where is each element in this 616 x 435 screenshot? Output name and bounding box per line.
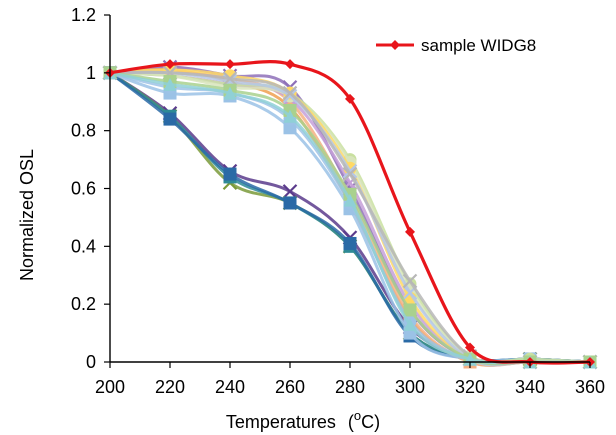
y-axis-title: Normalized OSL bbox=[17, 149, 37, 281]
series-line bbox=[109, 71, 591, 364]
series-line bbox=[109, 71, 591, 366]
series bbox=[102, 65, 598, 370]
series bbox=[102, 65, 598, 370]
x-tick-label: 240 bbox=[215, 377, 245, 397]
y-tick-label: 1 bbox=[86, 63, 96, 83]
data-point bbox=[223, 167, 237, 181]
y-tick-label: 1.2 bbox=[71, 5, 96, 25]
series-line bbox=[109, 71, 591, 365]
y-tick-label: 0.4 bbox=[71, 236, 96, 256]
x-axis-title-unit-open: ( bbox=[348, 412, 354, 432]
x-axis-title: Temperatures (oC) bbox=[226, 408, 380, 432]
data-point bbox=[402, 273, 418, 289]
data-point bbox=[283, 196, 297, 210]
data-point bbox=[405, 226, 415, 237]
series-line bbox=[109, 68, 591, 367]
series bbox=[103, 66, 597, 369]
data-point bbox=[343, 193, 357, 207]
data-point bbox=[345, 93, 355, 104]
x-tick-label: 280 bbox=[335, 377, 365, 397]
series bbox=[103, 66, 597, 369]
y-tick-label: 0 bbox=[86, 352, 96, 372]
x-axis-title-unit-close: C) bbox=[361, 412, 380, 432]
ticks-layer: 200 220 240 260 280 300 320 340 360 0 0.2 0.4 0.6 0.8… bbox=[71, 5, 605, 397]
x-tick-label: 220 bbox=[155, 377, 185, 397]
series bbox=[103, 66, 597, 369]
series-line bbox=[109, 70, 590, 367]
x-tick-label: 320 bbox=[455, 377, 485, 397]
series-line bbox=[109, 70, 591, 366]
data-point bbox=[222, 71, 238, 86]
x-tick-label: 260 bbox=[275, 377, 305, 397]
data-point bbox=[163, 77, 177, 91]
series-line bbox=[109, 71, 591, 364]
data-point bbox=[282, 184, 298, 199]
data-point bbox=[283, 109, 297, 123]
series-line bbox=[109, 70, 591, 367]
x-tick-label: 300 bbox=[395, 377, 425, 397]
series bbox=[103, 63, 597, 369]
series bbox=[103, 66, 597, 369]
data-point bbox=[285, 59, 295, 70]
series-line bbox=[109, 71, 591, 364]
data-point bbox=[465, 342, 475, 353]
data-point bbox=[342, 166, 358, 182]
series bbox=[103, 63, 597, 369]
series bbox=[103, 66, 597, 369]
data-point bbox=[403, 303, 417, 317]
data-point bbox=[343, 236, 357, 250]
data-point bbox=[223, 86, 237, 100]
series-line bbox=[109, 71, 591, 365]
legend-marker-diamond bbox=[390, 40, 400, 50]
x-axis-title-unit-sup: o bbox=[354, 408, 361, 423]
series bbox=[103, 66, 597, 369]
series bbox=[102, 65, 598, 370]
series bbox=[102, 65, 598, 370]
series-line bbox=[109, 71, 591, 364]
series-line bbox=[109, 71, 591, 366]
legend-label: sample WIDG8 bbox=[421, 36, 536, 55]
series-line bbox=[109, 65, 591, 366]
data-point bbox=[165, 59, 175, 70]
y-tick-label: 0.2 bbox=[71, 294, 96, 314]
series-line bbox=[109, 71, 591, 365]
series-line bbox=[109, 71, 591, 364]
legend: sample WIDG8 bbox=[376, 36, 536, 55]
y-tick-label: 0.8 bbox=[71, 121, 96, 141]
series bbox=[103, 66, 597, 369]
data-point bbox=[403, 317, 417, 331]
x-tick-label: 340 bbox=[515, 377, 545, 397]
x-tick-label: 200 bbox=[95, 377, 125, 397]
data-point bbox=[225, 59, 235, 70]
x-tick-label: 360 bbox=[575, 377, 605, 397]
y-tick-label: 0.6 bbox=[71, 179, 96, 199]
series-line bbox=[109, 68, 590, 367]
series-line bbox=[109, 71, 591, 364]
data-point bbox=[282, 85, 298, 101]
x-axis-title-text: Temperatures bbox=[226, 412, 336, 432]
series bbox=[103, 66, 597, 369]
data-point bbox=[163, 112, 177, 126]
series bbox=[103, 66, 597, 369]
series bbox=[102, 65, 598, 370]
series-layer bbox=[102, 59, 598, 370]
